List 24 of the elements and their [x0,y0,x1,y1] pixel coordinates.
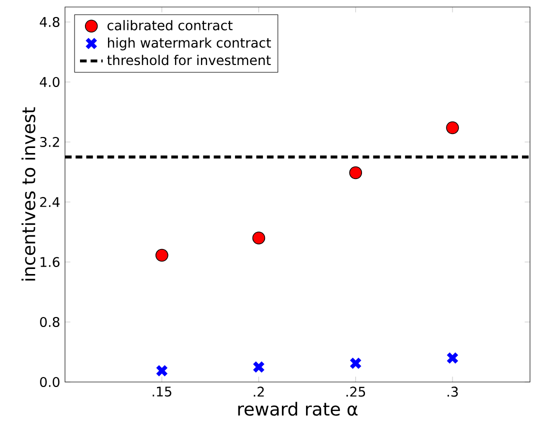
point [156,364,168,377]
y-tick-label: 0.8 [40,316,60,328]
legend-label: calibrated contract [108,20,233,30]
point [252,232,266,244]
point [252,360,265,374]
y-axis-title: incentives to invest [21,107,36,280]
y-tick-label: 0.0 [40,376,60,388]
x-tick-label: .3 [448,386,458,397]
x-tick-label: .25 [346,386,366,397]
x-axis-title: reward rate α [238,402,358,416]
point [155,248,168,262]
legend-label: high watermark contract [108,37,271,50]
point [349,357,362,370]
legend-label: threshold for investment [107,54,271,66]
point [446,352,459,364]
y-tick-label: 3.2 [40,136,59,148]
point [446,121,459,134]
y-tick-label: 4.0 [40,76,60,88]
y-tick-label: 2.4 [40,197,60,207]
y-tick-label: 1.6 [40,256,60,268]
x-tick-label: .15 [152,386,172,397]
y-tick-label: 4.8 [40,16,60,28]
x-tick-label: .2 [254,386,264,397]
point [349,166,362,180]
